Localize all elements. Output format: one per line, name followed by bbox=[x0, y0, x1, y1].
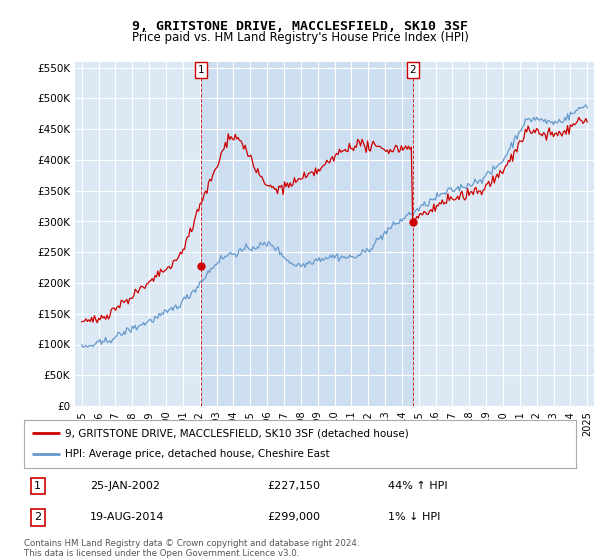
Text: 9, GRITSTONE DRIVE, MACCLESFIELD, SK10 3SF (detached house): 9, GRITSTONE DRIVE, MACCLESFIELD, SK10 3… bbox=[65, 428, 409, 438]
Text: 1% ↓ HPI: 1% ↓ HPI bbox=[388, 512, 440, 522]
Text: 2: 2 bbox=[34, 512, 41, 522]
Text: 1: 1 bbox=[34, 481, 41, 491]
Text: £299,000: £299,000 bbox=[267, 512, 320, 522]
Text: 1: 1 bbox=[197, 65, 204, 75]
Text: £227,150: £227,150 bbox=[267, 481, 320, 491]
Text: 19-AUG-2014: 19-AUG-2014 bbox=[90, 512, 165, 522]
Text: Contains HM Land Registry data © Crown copyright and database right 2024.
This d: Contains HM Land Registry data © Crown c… bbox=[24, 539, 359, 558]
Text: 44% ↑ HPI: 44% ↑ HPI bbox=[388, 481, 448, 491]
Bar bbox=[201, 62, 413, 406]
Text: 9, GRITSTONE DRIVE, MACCLESFIELD, SK10 3SF: 9, GRITSTONE DRIVE, MACCLESFIELD, SK10 3… bbox=[132, 20, 468, 32]
Text: HPI: Average price, detached house, Cheshire East: HPI: Average price, detached house, Ches… bbox=[65, 449, 330, 459]
Text: Price paid vs. HM Land Registry's House Price Index (HPI): Price paid vs. HM Land Registry's House … bbox=[131, 31, 469, 44]
Text: 2: 2 bbox=[409, 65, 416, 75]
Text: 25-JAN-2002: 25-JAN-2002 bbox=[90, 481, 160, 491]
